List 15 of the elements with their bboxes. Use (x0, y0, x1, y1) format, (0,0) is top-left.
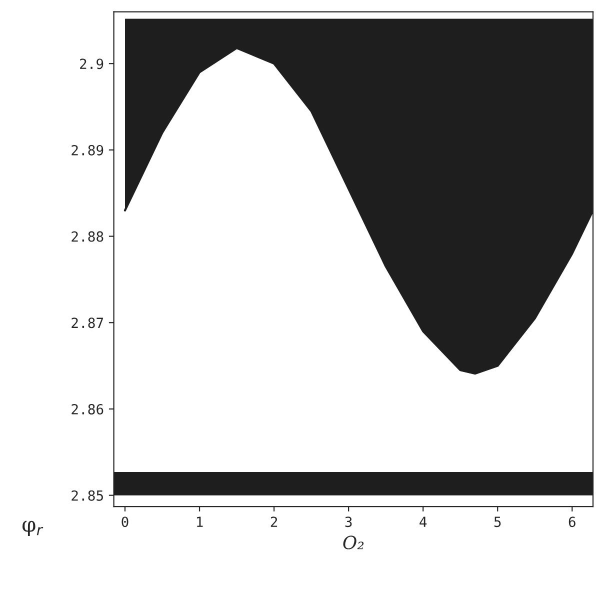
y-tick-label: 2.86 (72, 404, 104, 414)
x-tick-label: 5 (494, 516, 501, 528)
y-tick-label: 2.87 (72, 318, 104, 328)
x-tick-label: 3 (345, 516, 352, 528)
x-tick-label: 6 (568, 516, 576, 528)
x-tick-label: 4 (420, 516, 427, 527)
y-axis-title: φ$_{r}$ (22, 520, 44, 536)
y-tick-label: 2.89 (72, 144, 104, 156)
x-tick-label: 1 (197, 516, 203, 527)
y-tick-label: 2.9 (80, 58, 104, 70)
y-tick-label: 2.88 (72, 231, 104, 242)
x-tick-label: 0 (122, 516, 128, 528)
x-axis-title: O₂ (343, 536, 364, 550)
x-tick-label: 2 (270, 516, 278, 527)
y-tick-label: 2.85 (72, 490, 103, 501)
